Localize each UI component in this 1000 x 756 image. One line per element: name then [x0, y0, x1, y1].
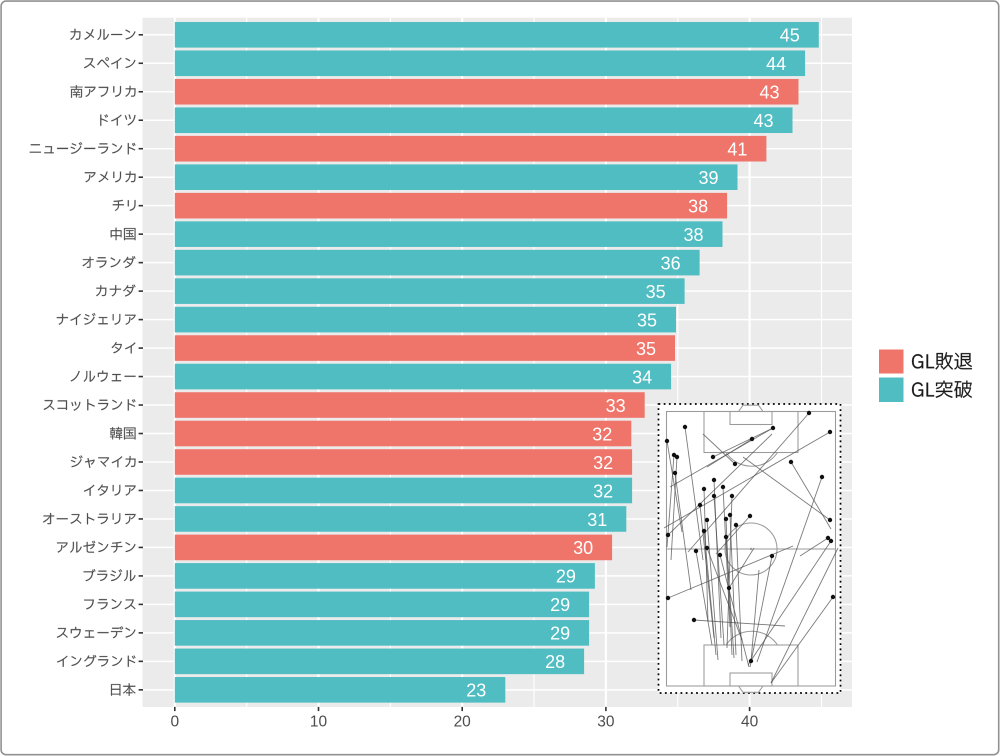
svg-text:38: 38	[688, 196, 708, 216]
svg-text:32: 32	[592, 424, 612, 444]
svg-text:28: 28	[545, 652, 565, 672]
svg-text:35: 35	[637, 310, 657, 330]
svg-text:35: 35	[636, 339, 656, 359]
svg-text:33: 33	[606, 396, 626, 416]
svg-text:45: 45	[780, 26, 800, 46]
svg-text:35: 35	[646, 282, 666, 302]
svg-text:44: 44	[766, 54, 786, 74]
svg-text:0: 0	[170, 714, 179, 731]
svg-text:30: 30	[597, 714, 615, 731]
svg-text:32: 32	[593, 481, 613, 501]
svg-text:40: 40	[741, 714, 759, 731]
svg-text:43: 43	[759, 83, 779, 103]
svg-text:29: 29	[550, 595, 570, 615]
svg-text:41: 41	[727, 140, 747, 160]
svg-text:29: 29	[556, 567, 576, 587]
svg-text:36: 36	[661, 253, 681, 273]
svg-text:10: 10	[310, 714, 328, 731]
svg-text:43: 43	[753, 111, 773, 131]
svg-text:23: 23	[466, 681, 486, 701]
svg-text:38: 38	[683, 225, 703, 245]
svg-text:31: 31	[587, 510, 607, 530]
svg-text:29: 29	[550, 624, 570, 644]
svg-text:32: 32	[593, 453, 613, 473]
svg-text:39: 39	[698, 168, 718, 188]
svg-text:20: 20	[454, 714, 472, 731]
svg-text:34: 34	[632, 367, 652, 387]
svg-text:30: 30	[573, 538, 593, 558]
